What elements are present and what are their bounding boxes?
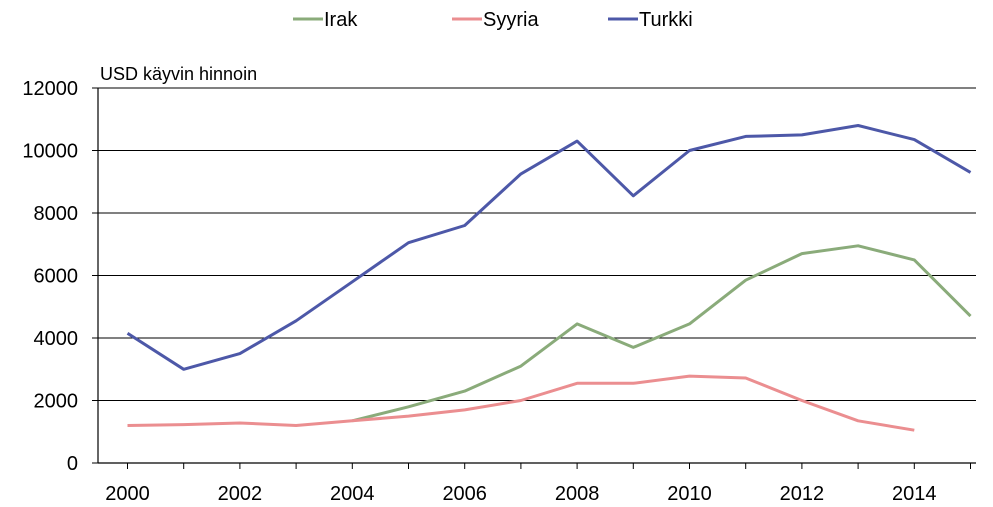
legend: Irak Syyria Turkki: [293, 9, 693, 31]
y-tick-label: 10000: [22, 141, 78, 163]
y-tick-label: 12000: [22, 78, 78, 100]
grid-lines: [92, 87, 976, 464]
series-line-irak: [351, 244, 972, 423]
x-tick-label: 2010: [667, 483, 712, 505]
x-tick-label: 2012: [780, 483, 825, 505]
y-tick-label: 2000: [34, 391, 79, 413]
x-axis-tick-labels: 2000 2002 2004 2006 2008 2010 2012 2014: [105, 463, 971, 505]
y-tick-label: 0: [67, 453, 78, 475]
x-tick-label: 2008: [555, 483, 600, 505]
x-tick-label: 2006: [442, 483, 487, 505]
series-lines: [126, 124, 972, 432]
y-tick-label: 8000: [34, 203, 79, 225]
y-axis-label: USD käyvin hinnoin: [100, 64, 257, 84]
legend-label-irak: Irak: [324, 9, 358, 31]
y-tick-label: 4000: [34, 328, 79, 350]
series-line-syyria: [127, 374, 915, 432]
x-tick-label: 2004: [330, 483, 375, 505]
y-tick-label: 6000: [34, 266, 79, 288]
x-tick-label: 2002: [218, 483, 263, 505]
x-tick-label: 2000: [105, 483, 150, 505]
y-axis-tick-labels: 0 2000 4000 6000 8000 10000 12000: [22, 78, 78, 475]
legend-label-turkki: Turkki: [639, 9, 693, 31]
x-tick-label: 2014: [892, 483, 937, 505]
legend-label-syyria: Syyria: [483, 9, 539, 31]
series-line-turkki: [126, 124, 972, 371]
